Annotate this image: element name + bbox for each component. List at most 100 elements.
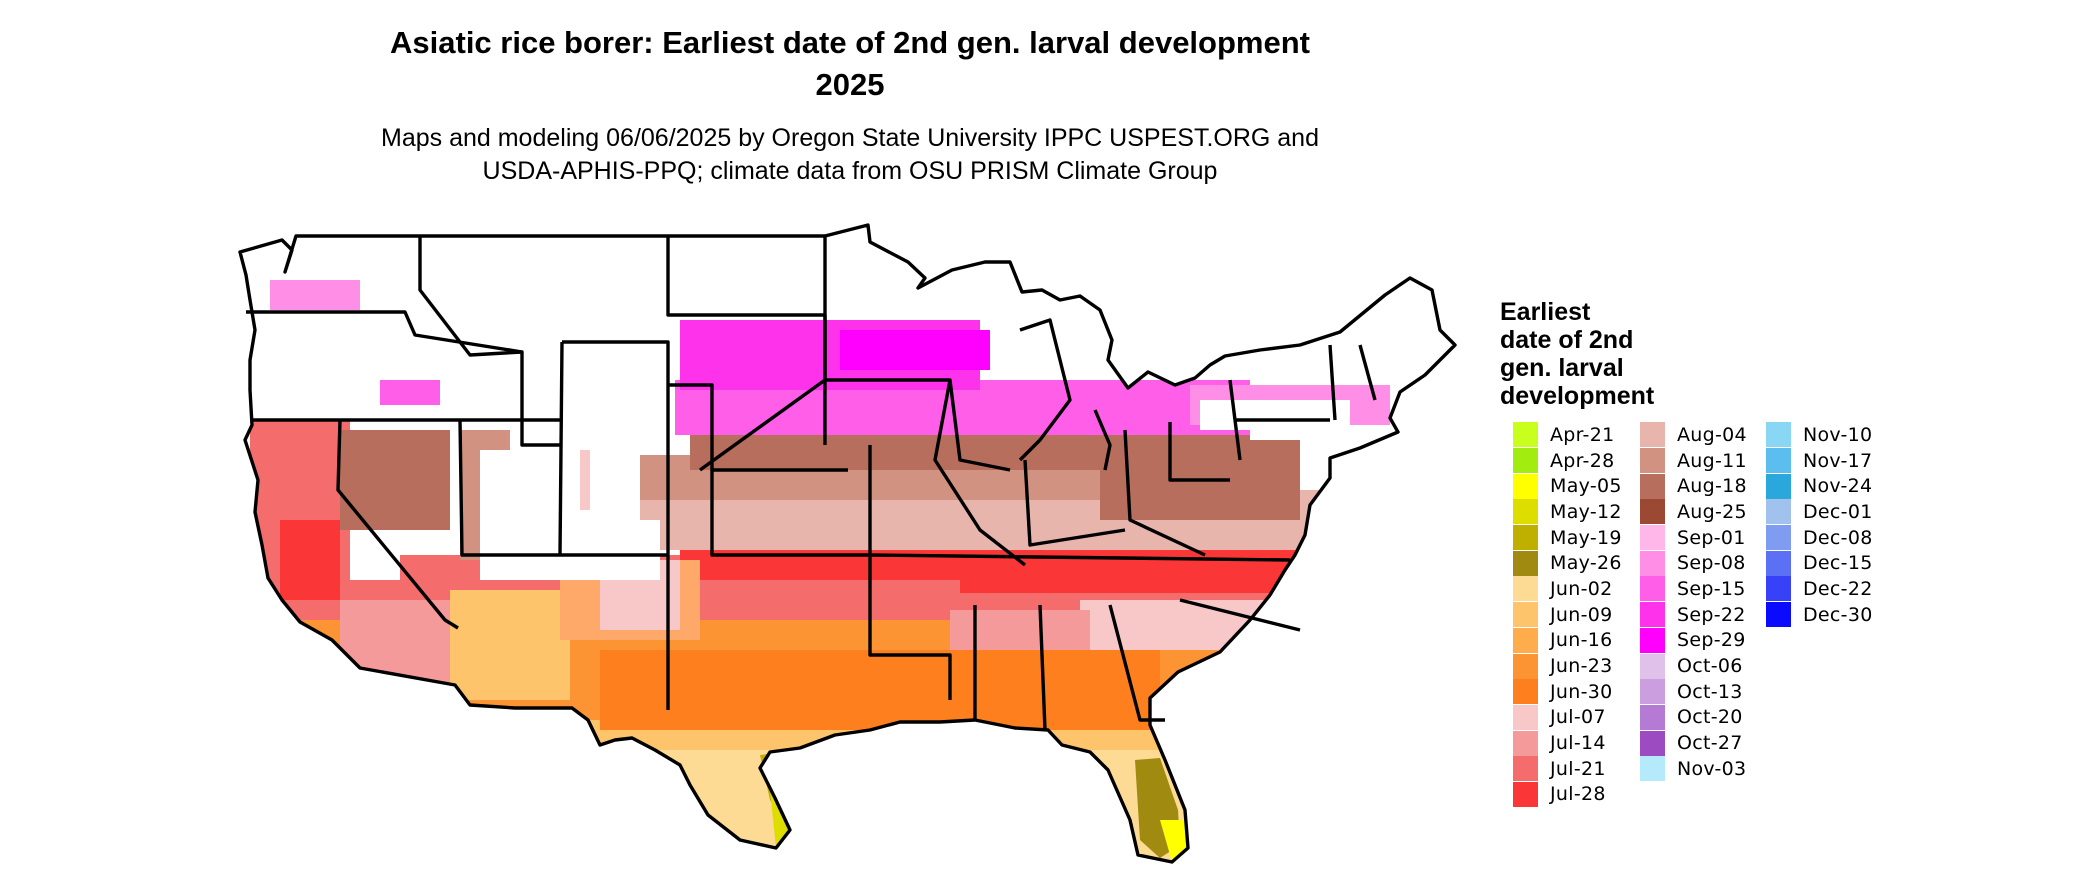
legend-swatch [1513,653,1538,679]
legend-label: Nov-24 [1803,475,1873,498]
legend-label: Sep-08 [1677,552,1746,575]
legend-item: Jul-28 [1513,781,1622,808]
legend-swatch [1640,756,1665,782]
legend-swatch [1513,627,1538,653]
legend-label: Nov-03 [1677,757,1747,780]
legend-item: Jun-09 [1513,602,1622,628]
legend-title-line: Earliest [1500,298,1591,326]
legend-item: Nov-17 [1766,448,1873,474]
legend-label: May-12 [1550,500,1622,523]
legend-item: May-05 [1513,473,1622,499]
legend-item: Jun-02 [1513,576,1622,602]
legend-item: May-12 [1513,499,1622,525]
legend-swatch [1766,448,1791,474]
legend-swatch [1513,550,1538,576]
legend-swatch [1513,576,1538,602]
legend-item: Jun-16 [1513,627,1622,654]
legend-item: Oct-13 [1640,679,1747,705]
legend-item: Dec-01 [1766,499,1873,525]
legend-swatch [1513,602,1538,628]
legend-swatch [1640,473,1665,499]
legend-swatch [1640,704,1665,730]
legend-swatch [1640,730,1665,756]
legend-item: Nov-24 [1766,473,1873,499]
legend-item: Jul-14 [1513,730,1622,756]
legend-label: Oct-06 [1677,655,1743,678]
legend-swatch [1640,525,1665,551]
legend-swatch [1513,525,1538,551]
legend-label: Dec-15 [1803,552,1873,575]
map-title-year: 2025 [815,67,885,102]
legend-item: Apr-28 [1513,448,1622,474]
legend-label: Aug-25 [1677,500,1747,523]
legend-label: Jun-16 [1550,629,1613,652]
legend-swatch [1640,422,1665,448]
legend-swatch [1766,576,1791,602]
legend-item: Sep-15 [1640,576,1747,602]
legend-column-2: Aug-04 Aug-11 Aug-18 Aug-25 Sep-01 Sep-08 Sep-… [1640,422,1747,782]
legend-label: Aug-18 [1677,475,1747,498]
legend-swatch [1640,448,1665,474]
legend-item: Sep-22 [1640,602,1747,628]
legend-item: Sep-29 [1640,627,1747,654]
legend-label: May-05 [1550,475,1622,498]
map-fill-layer [240,280,1455,862]
legend-item: Nov-10 [1766,422,1873,448]
legend-label: Dec-30 [1803,603,1873,626]
legend-item: Jun-23 [1513,653,1622,679]
legend-title-line: gen. larval [1500,354,1624,382]
legend-swatch [1640,499,1665,525]
legend-swatch [1513,422,1538,448]
legend-label: Jul-07 [1550,706,1606,729]
legend-swatch [1640,627,1665,653]
legend-item: Sep-01 [1640,525,1747,551]
legend-swatch [1513,679,1538,705]
legend-label: Dec-08 [1803,526,1873,549]
legend-column-3: Nov-10 Nov-17 Nov-24 Dec-01 Dec-08 Dec-15 Dec-… [1766,422,1873,628]
legend-swatch [1640,653,1665,679]
legend-swatch [1766,550,1791,576]
legend-label: Apr-21 [1550,423,1615,446]
legend-swatch [1513,473,1538,499]
legend-swatch [1513,730,1538,756]
legend-swatch [1766,473,1791,499]
legend-swatch [1513,781,1538,807]
legend-item: Oct-06 [1640,653,1747,679]
legend-label: Jun-09 [1550,603,1613,626]
legend-label: Oct-13 [1677,680,1743,703]
legend-item: Jul-21 [1513,756,1622,782]
map-subtitle-credit: USDA-APHIS-PPQ; climate data from OSU PR… [482,157,1218,185]
legend-swatch [1640,550,1665,576]
legend-label: Jul-21 [1550,757,1606,780]
legend-swatch [1513,704,1538,730]
legend-label: May-19 [1550,526,1622,549]
legend-label: Oct-20 [1677,706,1743,729]
legend-swatch [1766,422,1791,448]
legend-label: Jul-28 [1550,783,1606,806]
legend-swatch [1513,756,1538,782]
legend-item: Jul-07 [1513,704,1622,731]
legend-swatch [1766,525,1791,551]
legend-item: Sep-08 [1640,550,1747,576]
legend-label: Sep-01 [1677,526,1746,549]
legend-label: Sep-29 [1677,629,1746,652]
legend-item: Dec-30 [1766,602,1873,628]
legend-title-line: date of 2nd [1500,326,1634,354]
legend-swatch [1513,499,1538,525]
legend-item: Dec-15 [1766,550,1873,576]
legend-item: Oct-20 [1640,704,1747,731]
legend-item: Dec-22 [1766,576,1873,602]
legend-item: Aug-18 [1640,473,1747,499]
legend-swatch [1513,448,1538,474]
legend-label: Jun-02 [1550,577,1613,600]
legend-label: Aug-04 [1677,423,1747,446]
legend-item: May-19 [1513,525,1622,551]
legend-swatch [1766,602,1791,628]
legend-label: Jun-23 [1550,655,1613,678]
legend-label: Jun-30 [1550,680,1613,703]
legend-column-1: Apr-21 Apr-28 May-05 May-12 May-19 May-26 Jun-… [1513,422,1622,807]
legend-item: Oct-27 [1640,730,1747,756]
legend-item: Aug-11 [1640,448,1747,474]
legend-swatch [1640,576,1665,602]
legend-swatch [1640,679,1665,705]
